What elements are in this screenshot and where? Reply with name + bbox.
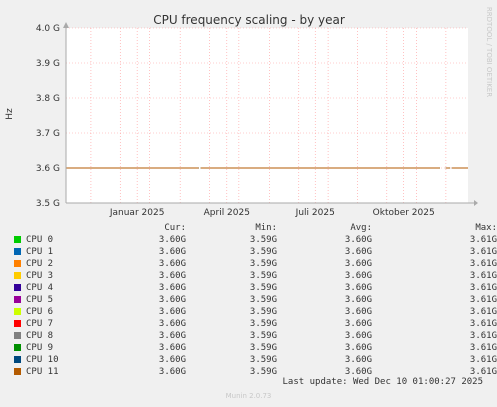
x-tick-labels: Januar 2025 April 2025 Juli 2025 Oktober 20… [109,208,435,218]
last-update: Last update: Wed Dec 10 01:00:27 2025 [282,377,483,387]
y-tick-label: 3.8 G [36,94,60,104]
legend-cur: 3.60G [158,343,186,353]
y-axis-arrow-icon [63,22,69,28]
legend-swatch [14,308,21,315]
legend-header-max: Max: [475,223,497,233]
plot-area [66,28,468,203]
legend-series-name: CPU 1 [26,247,54,257]
legend-min: 3.59G [249,331,277,341]
legend-min: 3.59G [249,235,277,245]
legend-min: 3.59G [249,355,277,365]
legend-max: 3.61G [469,319,497,329]
legend-swatch [14,284,21,291]
legend-max: 3.61G [469,355,497,365]
legend-cur: 3.60G [158,235,186,245]
legend-cur: 3.60G [158,259,186,269]
legend-series-name: CPU 9 [26,343,54,353]
legend-max: 3.61G [469,247,497,257]
legend-cur: 3.60G [158,367,186,377]
legend-swatch [14,332,21,339]
legend-cur: 3.60G [158,319,186,329]
legend-series-name: CPU 5 [26,295,54,305]
y-tick-labels: 3.5 G 3.6 G 3.7 G 3.8 G 3.9 G 4.0 G [36,24,60,209]
legend-series-name: CPU 4 [26,283,54,293]
legend-swatch [14,296,21,303]
legend-swatch [14,320,21,327]
legend-swatch [14,356,21,363]
chart-title: CPU frequency scaling - by year [153,13,345,27]
legend-max: 3.61G [469,283,497,293]
legend-min: 3.59G [249,283,277,293]
legend-min: 3.59G [249,307,277,317]
x-tick-label: April 2025 [204,208,250,218]
legend-series-name: CPU 6 [26,307,54,317]
legend-cur: 3.60G [158,295,186,305]
legend-series-name: CPU 2 [26,259,54,269]
y-tick-label: 3.7 G [36,129,60,139]
legend-avg: 3.60G [344,307,372,317]
legend-cur: 3.60G [158,355,186,365]
legend-cur: 3.60G [158,271,186,281]
legend-avg: 3.60G [344,247,372,257]
legend-header-min: Min: [255,223,277,233]
legend-avg: 3.60G [344,271,372,281]
legend-max: 3.61G [469,307,497,317]
legend-max: 3.61G [469,367,497,377]
legend-avg: 3.60G [344,343,372,353]
legend-avg: 3.60G [344,283,372,293]
legend-series-name: CPU 8 [26,331,54,341]
legend-max: 3.61G [469,343,497,353]
y-axis-label: Hz [5,108,15,120]
legend-swatch [14,248,21,255]
legend-cur: 3.60G [158,307,186,317]
legend-series-name: CPU 10 [26,355,59,365]
legend-max: 3.61G [469,295,497,305]
legend-series-name: CPU 0 [26,235,54,245]
legend-header-cur: Cur: [164,223,186,233]
legend-max: 3.61G [469,259,497,269]
legend-cur: 3.60G [158,331,186,341]
legend-series-name: CPU 11 [26,367,59,377]
legend-max: 3.61G [469,331,497,341]
x-tick-label: Januar 2025 [109,208,165,218]
legend-min: 3.59G [249,319,277,329]
legend-cur: 3.60G [158,283,186,293]
y-tick-label: 3.5 G [36,199,60,209]
legend-min: 3.59G [249,259,277,269]
legend-min: 3.59G [249,271,277,281]
legend-max: 3.61G [469,235,497,245]
legend-min: 3.59G [249,367,277,377]
legend-avg: 3.60G [344,295,372,305]
legend-min: 3.59G [249,247,277,257]
y-tick-label: 3.9 G [36,59,60,69]
legend-avg: 3.60G [344,355,372,365]
legend-avg: 3.60G [344,331,372,341]
legend-series-name: CPU 3 [26,271,54,281]
x-axis-arrow-icon [474,200,478,206]
x-tick-label: Juli 2025 [295,208,335,218]
legend-swatch [14,344,21,351]
legend-swatch [14,236,21,243]
legend-swatch [14,260,21,267]
legend-avg: 3.60G [344,259,372,269]
legend-swatch [14,368,21,375]
legend-max: 3.61G [469,271,497,281]
legend-avg: 3.60G [344,319,372,329]
y-tick-label: 4.0 G [36,24,60,34]
x-tick-label: Oktober 2025 [373,208,435,218]
rrdtool-credit: RRDTOOL / TOBI OETIKER [485,7,493,97]
legend-cur: 3.60G [158,247,186,257]
x-gridlines [90,28,447,203]
legend-header-avg: Avg: [350,223,372,233]
y-tick-label: 3.6 G [36,164,60,174]
munin-version: Munin 2.0.73 [225,392,272,400]
legend-min: 3.59G [249,295,277,305]
legend-avg: 3.60G [344,367,372,377]
legend-series-name: CPU 7 [26,319,54,329]
legend-avg: 3.60G [344,235,372,245]
legend-swatch [14,272,21,279]
legend-min: 3.59G [249,343,277,353]
